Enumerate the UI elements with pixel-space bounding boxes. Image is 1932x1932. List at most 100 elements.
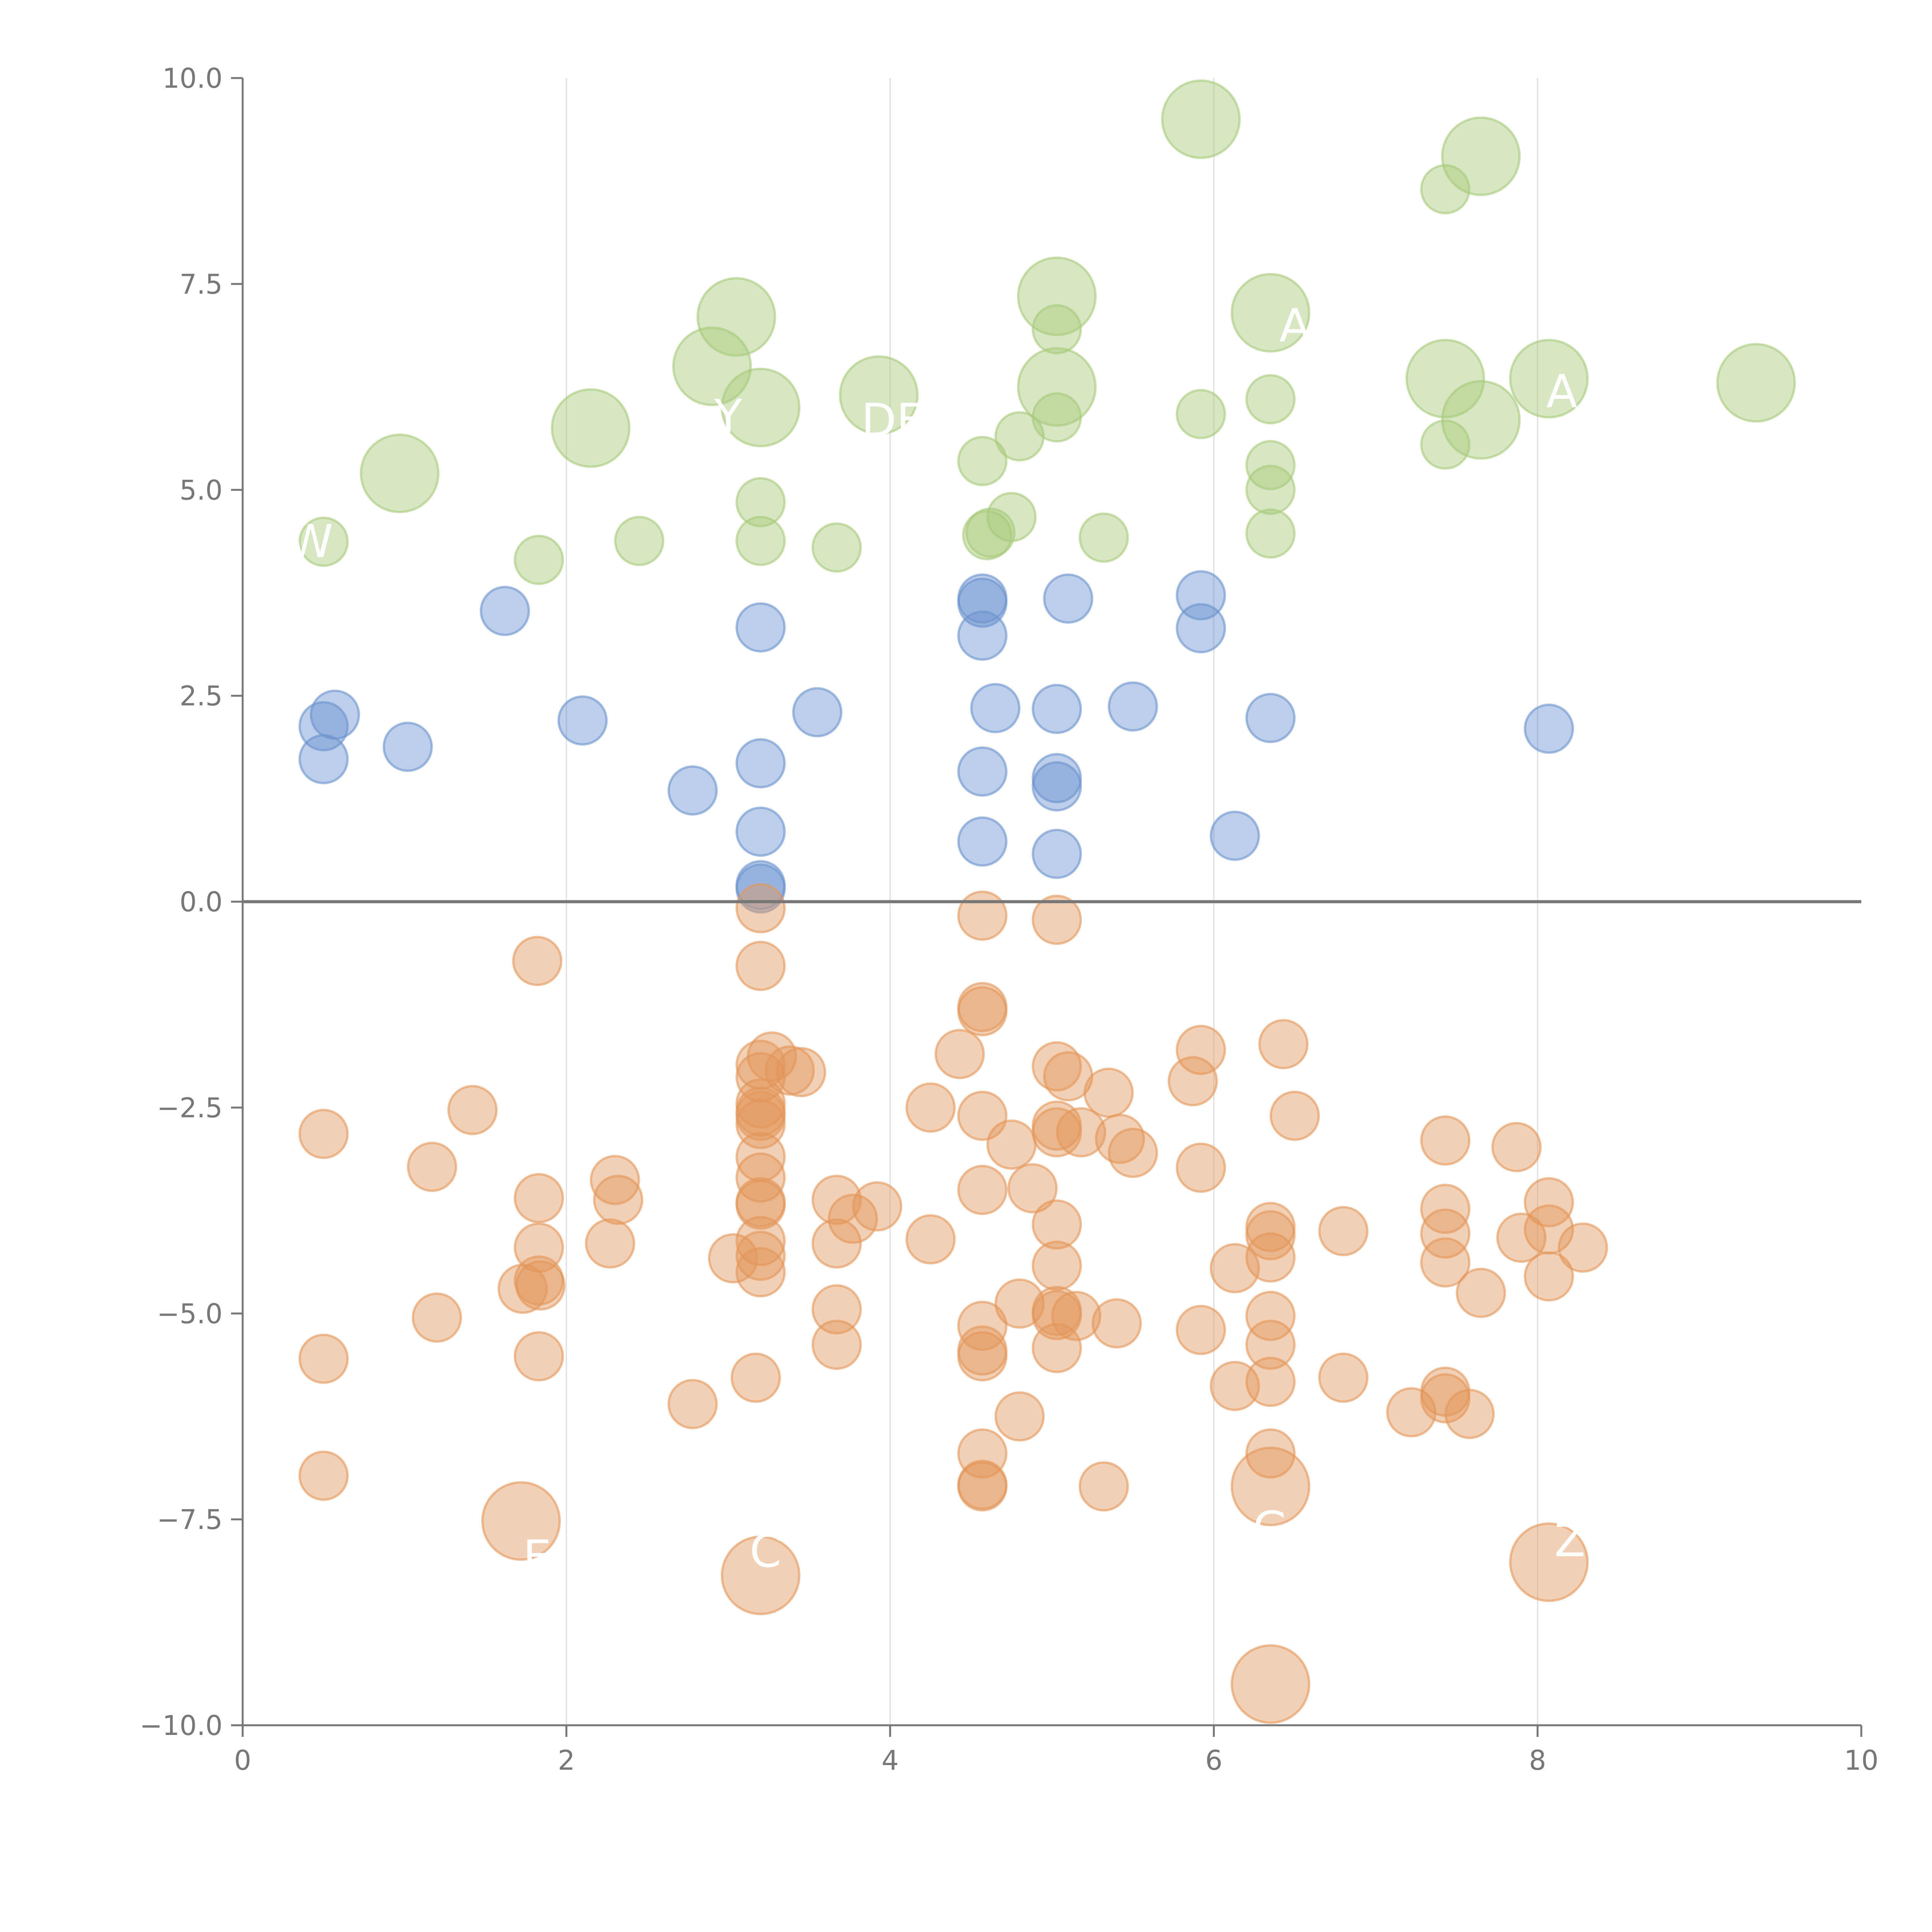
data-point-green[interactable] <box>551 388 631 468</box>
data-point-orange[interactable] <box>1420 1237 1471 1288</box>
data-point-orange[interactable] <box>905 1082 956 1133</box>
data-point-orange[interactable] <box>512 935 563 986</box>
data-point-orange[interactable] <box>735 940 786 991</box>
data-point-blue[interactable] <box>480 586 530 636</box>
data-point-orange[interactable] <box>1007 1163 1058 1214</box>
data-point-orange[interactable] <box>590 1155 640 1205</box>
data-point-orange[interactable] <box>1209 1243 1260 1294</box>
data-point-green[interactable] <box>735 515 786 566</box>
data-point-blue[interactable] <box>735 738 786 789</box>
data-point-orange[interactable] <box>514 1331 564 1382</box>
data-point-orange[interactable] <box>298 1109 349 1159</box>
data-point-blue[interactable] <box>957 816 1008 867</box>
data-point-orange[interactable] <box>1558 1222 1608 1273</box>
data-point-orange[interactable] <box>585 1218 635 1269</box>
data-point-orange[interactable] <box>735 1231 786 1281</box>
data-point-blue[interactable] <box>1175 603 1226 653</box>
data-point-orange[interactable] <box>1496 1213 1547 1263</box>
data-point-orange[interactable] <box>708 1233 759 1284</box>
data-point-orange[interactable] <box>1318 1352 1369 1403</box>
data-point-orange[interactable] <box>593 1175 643 1225</box>
data-point-orange[interactable] <box>1245 1210 1296 1260</box>
data-point-orange[interactable] <box>412 1292 462 1343</box>
data-point-orange[interactable] <box>905 1214 956 1265</box>
data-point-orange[interactable] <box>407 1141 457 1192</box>
data-point-orange[interactable] <box>1051 1291 1102 1341</box>
data-point-blue[interactable] <box>298 734 349 784</box>
data-point-orange[interactable] <box>1509 1522 1589 1602</box>
data-point-orange[interactable] <box>994 1278 1045 1329</box>
data-point-green[interactable] <box>614 515 665 566</box>
data-point-orange[interactable] <box>1056 1107 1106 1158</box>
data-point-orange[interactable] <box>811 1218 862 1269</box>
data-point-orange[interactable] <box>957 1165 1008 1215</box>
data-point-orange[interactable] <box>1524 1251 1574 1302</box>
data-point-orange[interactable] <box>497 1264 548 1314</box>
data-point-orange[interactable] <box>1318 1206 1369 1257</box>
data-point-orange[interactable] <box>1245 1291 1296 1341</box>
data-point-blue[interactable] <box>1032 828 1082 879</box>
data-point-green[interactable] <box>672 327 752 406</box>
data-point-orange[interactable] <box>1078 1461 1129 1512</box>
data-point-orange[interactable] <box>298 1451 349 1501</box>
data-point-orange[interactable] <box>994 1391 1045 1442</box>
data-point-green[interactable] <box>1716 343 1796 423</box>
data-point-blue[interactable] <box>970 683 1020 733</box>
data-point-orange[interactable] <box>1032 895 1082 945</box>
data-point-green[interactable] <box>721 367 801 447</box>
data-point-blue[interactable] <box>667 765 718 816</box>
data-point-green[interactable] <box>1078 512 1129 563</box>
data-point-orange[interactable] <box>1420 1373 1471 1423</box>
data-point-orange[interactable] <box>1245 1320 1296 1370</box>
data-point-orange[interactable] <box>1269 1090 1320 1141</box>
data-point-orange[interactable] <box>1524 1177 1574 1228</box>
data-point-orange[interactable] <box>735 883 786 934</box>
data-point-orange[interactable] <box>515 1260 566 1311</box>
data-point-blue[interactable] <box>957 611 1008 661</box>
data-point-orange[interactable] <box>667 1379 718 1429</box>
data-point-blue[interactable] <box>383 721 433 772</box>
data-point-orange[interactable] <box>1420 1115 1471 1166</box>
data-point-green[interactable] <box>1161 79 1241 159</box>
data-point-green[interactable] <box>994 411 1045 462</box>
data-point-blue[interactable] <box>1524 703 1574 754</box>
data-point-orange[interactable] <box>1245 1428 1296 1479</box>
data-point-green[interactable] <box>1245 464 1296 515</box>
data-point-orange[interactable] <box>828 1194 878 1244</box>
data-point-orange[interactable] <box>1175 1025 1226 1075</box>
data-point-orange[interactable] <box>1083 1068 1134 1118</box>
data-point-orange[interactable] <box>730 1352 781 1403</box>
data-point-green[interactable] <box>962 510 1012 560</box>
data-point-blue[interactable] <box>1107 681 1158 732</box>
data-point-orange[interactable] <box>1491 1122 1542 1172</box>
data-point-orange[interactable] <box>1386 1387 1437 1438</box>
data-point-green[interactable] <box>1420 164 1471 214</box>
data-point-green[interactable] <box>957 436 1008 486</box>
data-point-orange[interactable] <box>934 1029 985 1079</box>
data-point-green[interactable] <box>735 477 786 527</box>
data-point-green[interactable] <box>839 355 919 435</box>
data-point-blue[interactable] <box>1209 810 1260 861</box>
data-point-green[interactable] <box>1231 273 1311 353</box>
data-point-orange[interactable] <box>957 890 1008 941</box>
data-point-orange[interactable] <box>1420 1208 1471 1259</box>
data-point-orange[interactable] <box>1209 1361 1260 1411</box>
data-point-orange[interactable] <box>957 1331 1008 1382</box>
data-point-orange[interactable] <box>735 1216 786 1266</box>
data-point-orange[interactable] <box>1175 1142 1226 1193</box>
data-point-orange[interactable] <box>776 1047 827 1097</box>
data-point-orange[interactable] <box>811 1284 862 1335</box>
data-point-orange[interactable] <box>957 1461 1008 1512</box>
data-point-blue[interactable] <box>735 602 786 653</box>
data-point-green[interactable] <box>1017 347 1097 427</box>
data-point-orange[interactable] <box>514 1173 564 1223</box>
data-point-blue[interactable] <box>792 687 843 738</box>
data-point-green[interactable] <box>1245 374 1296 425</box>
data-point-blue[interactable] <box>1043 573 1094 624</box>
data-point-orange[interactable] <box>735 1247 786 1298</box>
data-point-orange[interactable] <box>1092 1298 1142 1349</box>
data-point-orange[interactable] <box>447 1085 498 1135</box>
data-point-orange[interactable] <box>852 1181 903 1232</box>
data-point-orange[interactable] <box>811 1320 862 1370</box>
data-point-green[interactable] <box>1420 419 1471 470</box>
